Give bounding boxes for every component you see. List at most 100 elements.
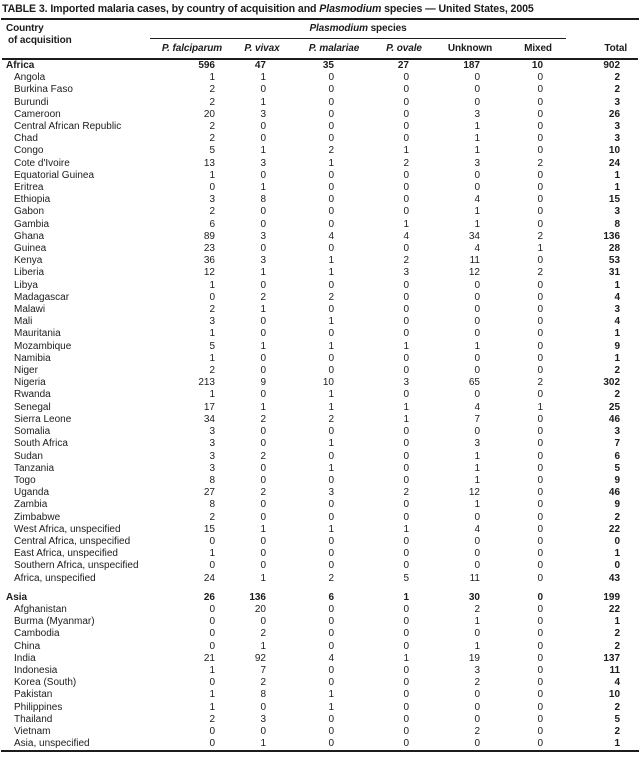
country-cell: Zimbabwe <box>14 511 61 523</box>
country-row: Malawi 2 1 0 0 0 0 3 <box>2 304 638 316</box>
value-cell: 0 <box>474 738 480 750</box>
value-cell: 0 <box>403 616 409 628</box>
country-row: Southern Africa, unspecified 0 0 0 0 0 0 0 <box>2 560 638 572</box>
country-cell: China <box>14 640 41 652</box>
value-cell: 1 <box>260 267 266 279</box>
value-cell: 5 <box>209 340 215 352</box>
value-cell: 2 <box>328 145 334 157</box>
value-cell: 1 <box>260 340 266 352</box>
value-cell: 1 <box>403 413 409 425</box>
value-cell: 1 <box>209 689 215 701</box>
value-cell: 23 <box>203 243 215 255</box>
value-cell: 0 <box>474 169 480 181</box>
country-cell: Burma (Myanmar) <box>14 616 95 628</box>
value-cell: 0 <box>474 548 480 560</box>
value-cell: 9 <box>614 340 621 352</box>
value-cell: 2 <box>403 255 409 267</box>
value-cell: 27 <box>397 60 409 71</box>
value-cell: 31 <box>608 267 621 279</box>
value-cell: 2 <box>260 487 266 499</box>
value-cell: 36 <box>203 255 215 267</box>
value-cell: 3 <box>209 316 215 328</box>
value-cell: 2 <box>614 84 621 96</box>
value-cell: 1 <box>474 218 480 230</box>
value-cell: 3 <box>474 438 480 450</box>
value-cell: 3 <box>260 108 266 120</box>
country-row: Sierra Leone 34 2 2 1 7 0 46 <box>2 414 638 426</box>
value-cell: 2 <box>614 725 621 737</box>
column-header-p-vivax: P. vivax <box>234 38 290 60</box>
value-cell: 7 <box>260 664 266 676</box>
country-cell: Rwanda <box>14 389 51 401</box>
country-row: Equatorial Guinea 1 0 0 0 0 0 1 <box>2 170 638 182</box>
country-row: Africa, unspecified 24 1 2 5 11 0 43 <box>2 573 638 585</box>
value-cell: 0 <box>209 560 215 572</box>
value-cell: 2 <box>614 701 621 713</box>
country-cell: Chad <box>14 133 38 145</box>
value-cell: 24 <box>203 572 215 584</box>
value-cell: 0 <box>328 182 334 194</box>
value-cell: 0 <box>537 316 544 328</box>
value-cell: 1 <box>328 157 334 169</box>
value-cell: 1 <box>614 738 621 750</box>
value-cell: 1 <box>260 523 266 535</box>
value-cell: 0 <box>537 474 544 486</box>
value-cell: 0 <box>403 352 409 364</box>
value-cell: 1 <box>328 438 334 450</box>
value-cell: 2 <box>614 511 621 523</box>
country-row: Tanzania 3 0 1 0 1 0 5 <box>2 463 638 475</box>
country-cell: Afghanistan <box>14 603 67 615</box>
value-cell: 0 <box>209 725 215 737</box>
value-cell: 0 <box>537 182 544 194</box>
value-cell: 1 <box>328 267 334 279</box>
value-cell: 1 <box>614 352 621 364</box>
value-cell: 3 <box>614 121 621 133</box>
value-cell: 0 <box>403 206 409 218</box>
value-cell: 4 <box>403 230 409 242</box>
country-row: Thailand 2 3 0 0 0 0 5 <box>2 714 638 726</box>
value-cell: 2 <box>614 640 621 652</box>
value-cell: 0 <box>537 560 544 572</box>
value-cell: 0 <box>537 84 544 96</box>
country-row: India 21 92 4 1 19 0 137 <box>2 653 638 665</box>
column-header-mixed: Mixed <box>510 38 567 60</box>
value-cell: 1 <box>614 328 621 340</box>
value-cell: 4 <box>328 230 334 242</box>
value-cell: 0 <box>260 279 266 291</box>
country-row: Sudan 3 2 0 0 1 0 6 <box>2 451 638 463</box>
country-cell: Kenya <box>14 255 43 267</box>
country-cell: Malawi <box>14 304 46 316</box>
country-row: Congo 5 1 2 1 1 0 10 <box>2 145 638 157</box>
value-cell: 12 <box>203 267 215 279</box>
value-cell: 1 <box>537 243 544 255</box>
value-cell: 0 <box>260 426 266 438</box>
value-cell: 0 <box>403 365 409 377</box>
value-cell: 28 <box>608 243 621 255</box>
value-cell: 0 <box>537 279 544 291</box>
value-cell: 0 <box>474 535 480 547</box>
value-cell: 4 <box>474 243 480 255</box>
value-cell: 0 <box>537 738 544 750</box>
value-cell: 0 <box>537 426 544 438</box>
value-cell: 1 <box>328 523 334 535</box>
value-cell: 2 <box>260 291 266 303</box>
value-cell: 0 <box>403 389 409 401</box>
value-cell: 11 <box>609 664 621 676</box>
value-cell: 0 <box>328 218 334 230</box>
value-cell: 3 <box>209 438 215 450</box>
value-cell: 3 <box>260 255 266 267</box>
value-cell: 0 <box>537 689 544 701</box>
value-cell: 1 <box>614 616 621 628</box>
value-cell: 34 <box>203 413 215 425</box>
country-cell: Burkina Faso <box>14 84 73 96</box>
country-row: South Africa 3 0 1 0 3 0 7 <box>2 438 638 450</box>
value-cell: 2 <box>537 377 544 389</box>
value-cell: 12 <box>468 487 480 499</box>
value-cell: 1 <box>474 616 480 628</box>
column-header-row: P. falciparum P. vivax P. malariae P. ov… <box>2 38 639 60</box>
value-cell: 2 <box>260 628 266 640</box>
value-cell: 0 <box>328 616 334 628</box>
value-cell: 0 <box>537 328 544 340</box>
country-cell: Mali <box>14 316 33 328</box>
country-cell: West Africa, unspecified <box>14 523 121 535</box>
